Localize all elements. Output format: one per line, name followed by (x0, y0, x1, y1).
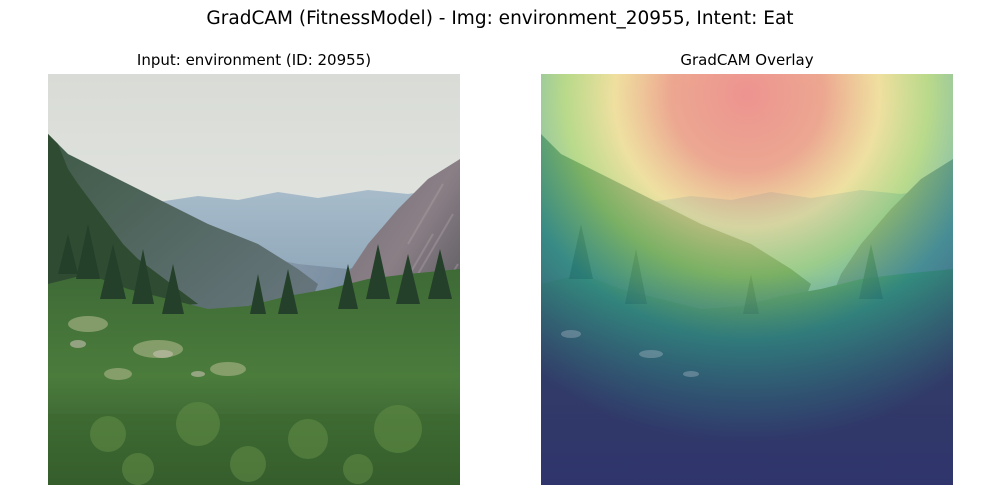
figure-title: GradCAM (FitnessModel) - Img: environmen… (206, 8, 794, 29)
gradcam-overlay-image (541, 74, 953, 485)
input-panel-title: Input: environment (ID: 20955) (136, 51, 372, 69)
mountain-valley-photo (48, 74, 460, 485)
gradcam-heatmap-overlay (541, 74, 953, 485)
input-image (48, 74, 460, 485)
overlay-panel-title: GradCAM Overlay (680, 51, 814, 69)
